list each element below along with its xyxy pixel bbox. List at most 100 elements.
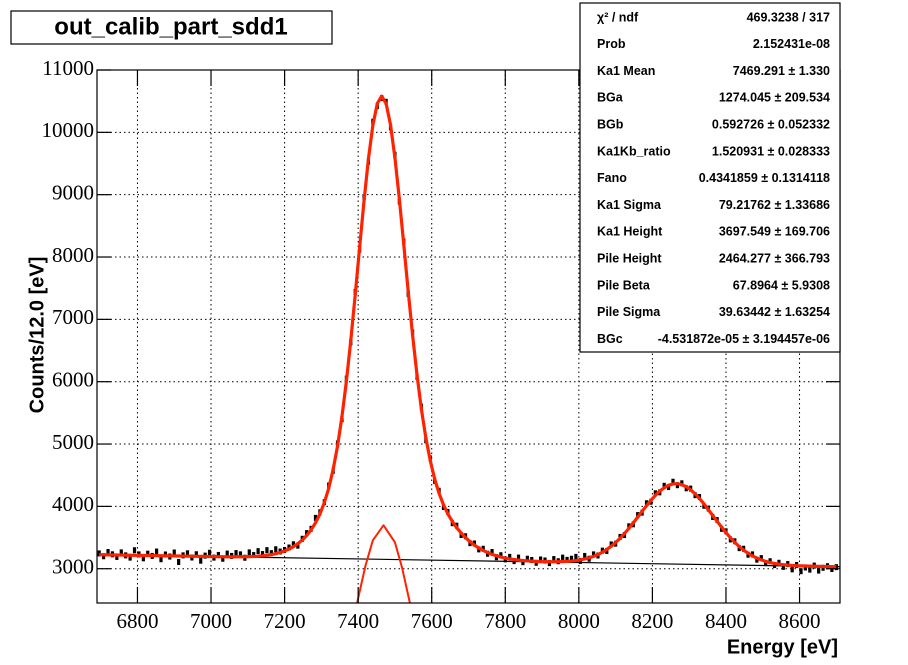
data-point [499, 552, 503, 559]
stats-label: BGc [597, 332, 623, 346]
data-point [207, 549, 212, 556]
fit-curve [99, 94, 837, 569]
data-point [256, 548, 260, 555]
data-point [199, 557, 203, 564]
stats-value: 79.21762 ± 1.33686 [719, 198, 830, 212]
x-tick-label: 8000 [558, 609, 600, 633]
y-tick-label: 5000 [52, 430, 94, 454]
x-tick-label: 7000 [190, 609, 232, 633]
data-point [146, 550, 150, 557]
data-point [238, 551, 243, 558]
data-point [172, 549, 176, 556]
stats-label: Ka1 Sigma [597, 198, 662, 212]
data-point [177, 558, 181, 565]
x-tick-label: 7800 [484, 609, 526, 633]
data-point [759, 555, 763, 562]
y-tick-label: 3000 [52, 555, 94, 579]
data-point [234, 550, 238, 557]
x-tick-label: 8200 [631, 609, 673, 633]
y-tick-label: 9000 [52, 180, 94, 204]
stats-value: 469.3238 / 317 [747, 10, 830, 24]
stats-value: 67.8964 ± 5.9308 [733, 278, 830, 292]
data-point [141, 555, 145, 562]
data-point [132, 547, 137, 554]
title-box [10, 10, 333, 45]
data-point [216, 551, 220, 558]
data-point [781, 563, 785, 570]
data-point [225, 550, 229, 557]
data-point [671, 478, 675, 485]
stats-value: 0.4341859 ± 0.1314118 [699, 171, 830, 185]
data-point [817, 567, 821, 574]
data-point [525, 555, 529, 562]
stats-value: 1.520931 ± 0.028333 [712, 144, 830, 158]
data-point [313, 514, 318, 521]
y-tick-label: 11000 [42, 56, 94, 80]
data-point [834, 564, 838, 571]
data-point [291, 541, 296, 548]
data-point [508, 553, 512, 560]
stats-label: Pile Beta [597, 278, 651, 292]
data-point [799, 568, 803, 575]
data-point [159, 556, 163, 563]
stats-value: 3697.549 ± 169.706 [719, 225, 830, 239]
stats-value: -4.531872e-05 ± 3.194457e-06 [658, 332, 830, 346]
data-point [296, 542, 300, 549]
stats-label: Fano [597, 171, 627, 185]
plot-area [97, 94, 840, 603]
data-point [561, 554, 565, 561]
x-tick-label: 7400 [337, 609, 379, 633]
stats-value: 7469.291 ± 1.330 [733, 64, 830, 78]
data-point [221, 555, 225, 562]
data-point [115, 553, 119, 560]
data-point [119, 549, 123, 556]
data-point [538, 556, 543, 563]
y-axis-title: Counts/12.0 [eV] [26, 257, 48, 414]
stats-label: Pile Height [597, 251, 662, 265]
y-tick-label: 7000 [52, 305, 94, 329]
data-point [516, 554, 521, 561]
data-point [662, 482, 666, 489]
x-tick-label: 7600 [411, 609, 453, 633]
data-point [247, 549, 251, 556]
stats-label: χ² / ndf [597, 10, 639, 24]
data-point [128, 554, 132, 561]
data-point [97, 550, 101, 557]
stats-label: BGa [597, 91, 624, 105]
stats-label: Ka1 Height [597, 225, 663, 239]
data-point [583, 552, 587, 559]
stats-value: 1274.045 ± 209.534 [719, 91, 830, 105]
stats-label: Ka1 Mean [597, 64, 655, 78]
data-point [591, 551, 596, 558]
ticks: 3000 4000 5000 6000 7000 8000 9000 10000 11000 68… [42, 56, 840, 633]
data-point [106, 549, 110, 556]
stats-value: 2464.277 ± 366.793 [719, 251, 830, 265]
data-point [265, 547, 269, 554]
data-point [808, 566, 812, 573]
stats-label: Pile Sigma [597, 305, 661, 319]
data-point [521, 559, 525, 566]
x-tick-label: 8400 [705, 609, 747, 633]
stats-value: 0.592726 ± 0.052332 [712, 117, 830, 131]
data-point [569, 555, 574, 562]
data-point [260, 551, 265, 558]
data-point [552, 556, 556, 563]
stats-value: 39.63442 ± 1.63254 [719, 305, 830, 319]
y-tick-label: 6000 [52, 368, 94, 392]
stats-label: Prob [597, 37, 626, 51]
data-point [764, 560, 768, 567]
data-point [790, 566, 794, 573]
x-tick-label: 7200 [264, 609, 306, 633]
data-point [154, 548, 159, 555]
stats-box [579, 2, 841, 353]
data-point [185, 550, 190, 557]
component-curve [356, 524, 411, 603]
data-point [490, 549, 494, 556]
x-axis-title: Energy [eV] [727, 636, 838, 658]
y-tick-label: 10000 [42, 118, 95, 142]
y-tick-label: 4000 [52, 492, 94, 516]
data-point [194, 551, 198, 558]
stats-rows: χ² / ndf 469.3238 / 317 Prob 2.152431e-08 Ka… [597, 10, 830, 346]
